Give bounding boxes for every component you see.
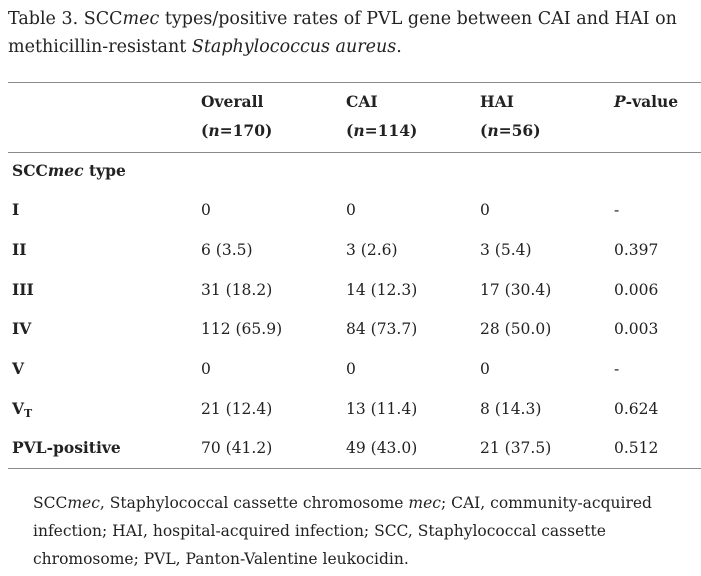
cell-cai: 14 (12.3) <box>346 281 418 299</box>
section-label: SCCmec type <box>12 161 126 180</box>
header-overall-n: (n=170) <box>201 121 273 140</box>
cell-overall: 21 (12.4) <box>201 400 273 418</box>
cell-overall: 0 <box>201 360 211 378</box>
header-hai: HAI <box>480 92 514 111</box>
cell-hai: 3 (5.4) <box>480 241 532 259</box>
cell-p: 0.006 <box>614 281 659 299</box>
cell-hai: 0 <box>480 360 490 378</box>
header-hai-n: (n=56) <box>480 121 541 140</box>
caption-species: Staphylococcus aureus <box>191 37 397 57</box>
cell-hai: 28 (50.0) <box>480 320 552 338</box>
cell-p: 0.512 <box>614 439 659 457</box>
caption-mec: mec <box>122 9 160 29</box>
cell-hai: 17 (30.4) <box>480 281 552 299</box>
cell-cai: 0 <box>346 201 356 219</box>
cell-cai: 84 (73.7) <box>346 320 418 338</box>
row-label: V <box>12 359 25 378</box>
cell-overall: 6 (3.5) <box>201 241 253 259</box>
cell-p: 0.003 <box>614 320 659 338</box>
row-label: II <box>12 240 27 259</box>
cell-p: 0.624 <box>614 400 659 418</box>
bottom-rule <box>8 468 701 469</box>
header-cai: CAI <box>346 92 378 111</box>
row-label: PVL-positive <box>12 438 121 457</box>
cell-cai: 0 <box>346 360 356 378</box>
cell-p: - <box>614 360 620 378</box>
cell-cai: 49 (43.0) <box>346 439 418 457</box>
caption-mid: types/positive rates of PVL gene between… <box>8 9 677 57</box>
header-rule <box>8 152 701 153</box>
cell-overall: 0 <box>201 201 211 219</box>
cell-cai: 3 (2.6) <box>346 241 398 259</box>
header-cai-n: (n=114) <box>346 121 418 140</box>
caption-pre: SCC <box>83 9 123 29</box>
cell-overall: 70 (41.2) <box>201 439 273 457</box>
cell-hai: 0 <box>480 201 490 219</box>
top-rule <box>8 82 701 83</box>
cell-cai: 13 (11.4) <box>346 400 418 418</box>
cell-hai: 21 (37.5) <box>480 439 552 457</box>
table-footnote: SCCmec, Staphylococcal cassette chromoso… <box>33 494 652 568</box>
header-p-value: P-value <box>614 92 679 111</box>
header-overall: Overall <box>201 92 264 111</box>
cell-p: - <box>614 201 620 219</box>
cell-overall: 31 (18.2) <box>201 281 273 299</box>
table-caption: Table 3. SCCmec types/positive rates of … <box>8 5 698 61</box>
row-label: I <box>12 200 20 219</box>
cell-p: 0.397 <box>614 241 659 259</box>
row-label: IV <box>12 319 32 338</box>
caption-end: . <box>396 37 402 57</box>
cell-overall: 112 (65.9) <box>201 320 283 338</box>
cell-hai: 8 (14.3) <box>480 400 542 418</box>
row-label: VT <box>12 399 33 420</box>
caption-label: Table 3. <box>8 9 79 29</box>
row-label: III <box>12 280 34 299</box>
